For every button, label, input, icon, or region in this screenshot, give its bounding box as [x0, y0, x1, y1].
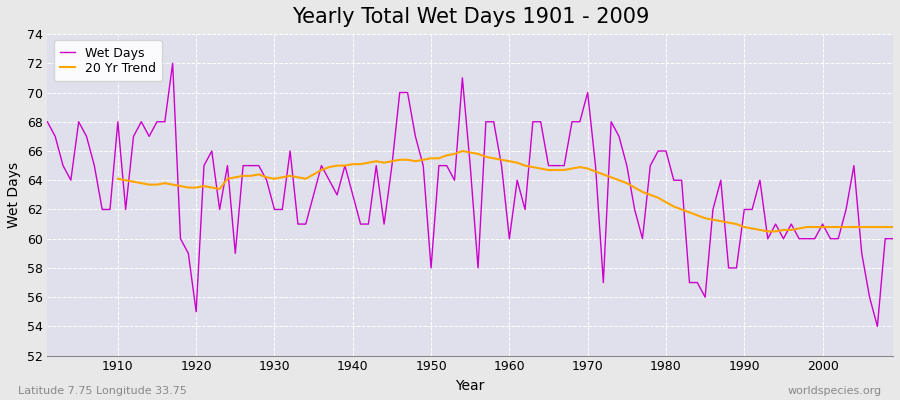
- Wet Days: [504, 236, 515, 241]
- Wet Days: [104, 207, 115, 212]
- 20 Yr Trend: [261, 175, 272, 180]
- Y-axis label: Wet Days: Wet Days: [7, 162, 21, 228]
- Wet Days: [872, 324, 883, 329]
- 20 Yr Trend: [582, 166, 593, 171]
- Wet Days: [512, 178, 523, 183]
- Wet Days: [332, 192, 343, 197]
- Wet Days: [606, 119, 616, 124]
- Wet Days: [887, 236, 898, 241]
- 20 Yr Trend: [112, 176, 123, 181]
- 20 Yr Trend: [841, 225, 851, 230]
- X-axis label: Year: Year: [455, 379, 485, 393]
- 20 Yr Trend: [519, 163, 530, 168]
- Legend: Wet Days, 20 Yr Trend: Wet Days, 20 Yr Trend: [54, 40, 162, 81]
- Text: Latitude 7.75 Longitude 33.75: Latitude 7.75 Longitude 33.75: [18, 386, 187, 396]
- 20 Yr Trend: [762, 229, 773, 234]
- 20 Yr Trend: [292, 175, 303, 180]
- 20 Yr Trend: [457, 148, 468, 153]
- Wet Days: [167, 61, 178, 66]
- 20 Yr Trend: [887, 225, 898, 230]
- Line: 20 Yr Trend: 20 Yr Trend: [118, 151, 893, 231]
- 20 Yr Trend: [864, 225, 875, 230]
- Line: Wet Days: Wet Days: [48, 63, 893, 326]
- Wet Days: [284, 148, 295, 153]
- Wet Days: [42, 119, 53, 124]
- Title: Yearly Total Wet Days 1901 - 2009: Yearly Total Wet Days 1901 - 2009: [292, 7, 649, 27]
- Text: worldspecies.org: worldspecies.org: [788, 386, 882, 396]
